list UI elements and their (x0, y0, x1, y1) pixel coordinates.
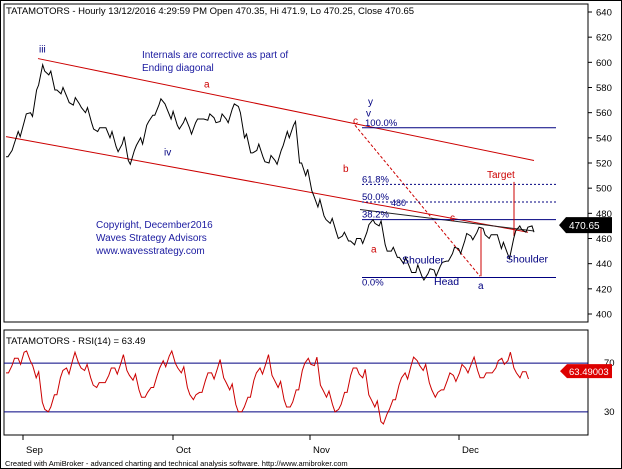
channel-upper-line (37, 58, 535, 161)
fib-level-label: 100.0% (365, 118, 398, 129)
date-x-axis: Sep Oct Nov Dec (22, 435, 479, 456)
footer-credit: Created with AmiBroker - advanced charti… (5, 459, 348, 468)
wave-label: a (478, 281, 484, 292)
wave-label: Target (487, 170, 515, 181)
rsi-line (6, 349, 529, 425)
wave-label: c (353, 116, 358, 127)
date-tick-label: Nov (313, 445, 330, 456)
last-price-badge (559, 217, 612, 234)
chart-header: TATAMOTORS - Hourly 13/12/2016 4:29:59 P… (6, 6, 414, 17)
date-tick-label: Dec (462, 445, 479, 456)
text-annotation: Ending diagonal (142, 63, 214, 74)
price-tick-label: 600 (596, 58, 612, 69)
last-price-label: 470.65 (569, 221, 600, 232)
date-tick-label: Sep (26, 445, 43, 456)
wave-label: b (343, 164, 349, 175)
wave-label: a (371, 244, 377, 255)
wave-label: y (368, 97, 373, 108)
fib-level-label: 0.0% (362, 278, 384, 289)
rsi-tick-label: 70 (604, 358, 615, 369)
price-tick-label: 580 (596, 83, 612, 94)
ending-diagonal-channel (5, 58, 535, 277)
price-tick-label: 620 (596, 33, 612, 44)
pattern-label: Shoulder (402, 255, 445, 267)
price-tick-label: 480 (596, 209, 612, 220)
rsi-title: TATAMOTORS - RSI(14) = 63.49 (6, 336, 145, 347)
price-line (6, 62, 535, 281)
wave-label: c (450, 213, 455, 224)
rsi-pane (3, 329, 589, 436)
channel-dashed-line (354, 124, 481, 277)
text-annotations: Internals are corrective as part of Endin… (95, 50, 288, 257)
value-badges: 470.65 63.49003 (559, 217, 612, 379)
price-tick-label: 400 (596, 310, 612, 321)
price-tick-label: 460 (596, 234, 612, 245)
channel-lower-line (5, 136, 529, 233)
fib-level-label: 61.8% (362, 174, 389, 185)
text-annotation: Internals are corrective as part of (142, 50, 288, 61)
pattern-label: Head (434, 276, 459, 288)
price-tag-label: 480 (391, 198, 406, 208)
price-tick-label: 520 (596, 159, 612, 170)
rsi-value-label: 63.49003 (569, 367, 609, 378)
wave-labels: iiiivabcvyacaTargetShoulderHeadShoulder4… (39, 44, 549, 292)
fib-level-label: 38.2% (362, 210, 389, 221)
price-tick-label: 440 (596, 259, 612, 270)
wave-label: iv (164, 147, 171, 158)
wave-label: a (204, 80, 210, 91)
price-tick-label: 640 (596, 8, 612, 19)
price-tick-label: 420 (596, 284, 612, 295)
price-tick-label: 560 (596, 108, 612, 119)
price-series (6, 62, 535, 281)
date-tick-label: Oct (176, 445, 191, 456)
wave-label: v (366, 108, 371, 119)
rsi-value-badge (560, 364, 612, 379)
fib-level-label: 50.0% (362, 192, 389, 203)
price-tick-label: 540 (596, 133, 612, 144)
text-annotation: www.wavesstrategy.com (95, 246, 205, 257)
pattern-label: Shoulder (506, 253, 549, 265)
rsi-series: 30 70 (4, 349, 615, 425)
text-annotation: Waves Strategy Advisors (96, 233, 207, 244)
price-y-axis: 400 420 440 460 480 500 520 540 560 580 600 620 640 (588, 8, 612, 321)
wave-label: iii (39, 44, 46, 55)
rsi-tick-label: 30 (604, 407, 615, 418)
text-annotation: Copyright, December2016 (96, 220, 213, 231)
price-tick-label: 500 (596, 184, 612, 195)
fibonacci-levels: 100.0% 61.8% 50.0% 38.2% 0.0% (362, 118, 556, 289)
neckline (359, 209, 535, 232)
